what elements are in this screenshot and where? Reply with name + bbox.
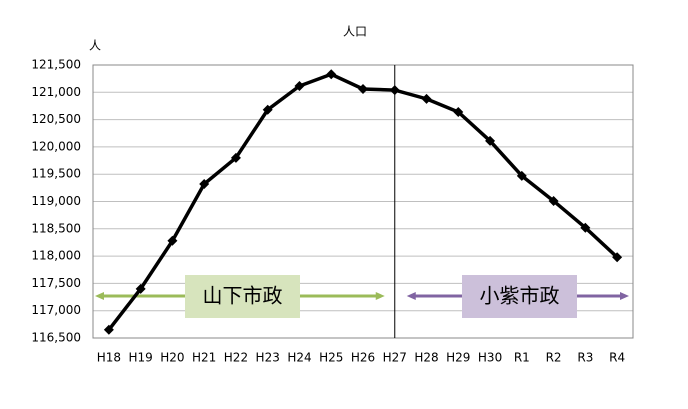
- x-tick-label: H29: [446, 351, 470, 365]
- marker: [199, 179, 210, 190]
- marker: [516, 170, 527, 181]
- marker: [580, 222, 591, 233]
- y-tick-label: 121,500: [31, 58, 81, 72]
- arrow-head: [406, 292, 416, 300]
- y-tick-label: 119,000: [31, 194, 81, 208]
- marker: [103, 324, 114, 335]
- arrow-head: [375, 292, 385, 300]
- marker: [485, 135, 496, 146]
- y-tick-label: 116,500: [31, 331, 81, 345]
- chart-title: 人口: [343, 25, 367, 39]
- marker: [548, 195, 559, 206]
- marker: [135, 283, 146, 294]
- x-tick-label: H23: [256, 351, 280, 365]
- x-tick-label: H27: [383, 351, 407, 365]
- marker: [326, 69, 337, 80]
- x-tick-label: R2: [546, 351, 562, 365]
- x-tick-label: H25: [319, 351, 343, 365]
- annotation-box: [185, 275, 300, 318]
- marker: [167, 235, 178, 246]
- y-axis-label: 人: [89, 39, 101, 53]
- x-tick-label: H26: [351, 351, 375, 365]
- annotation-text: 小紫市政: [480, 284, 560, 308]
- marker: [230, 152, 241, 163]
- marker: [453, 106, 464, 117]
- arrow-head: [95, 292, 104, 300]
- annotation-box: [462, 275, 577, 318]
- x-tick-label: H20: [160, 351, 184, 365]
- y-tick-label: 121,000: [31, 85, 81, 99]
- arrow-head: [620, 292, 629, 300]
- x-tick-label: H30: [478, 351, 502, 365]
- x-tick-label: R1: [514, 351, 530, 365]
- marker: [358, 84, 368, 95]
- y-tick-label: 120,500: [31, 112, 81, 126]
- y-tick-label: 119,500: [31, 167, 81, 181]
- x-tick-label: H18: [97, 351, 121, 365]
- marker: [612, 252, 623, 263]
- y-tick-label: 117,500: [31, 276, 81, 290]
- x-tick-label: H21: [192, 351, 216, 365]
- x-tick-label: H28: [414, 351, 438, 365]
- marker: [262, 104, 273, 115]
- plot-border: [92, 64, 634, 339]
- x-tick-label: H24: [287, 351, 311, 365]
- x-tick-label: H22: [224, 351, 248, 365]
- x-tick-label: H19: [128, 351, 152, 365]
- marker: [421, 93, 432, 104]
- marker: [389, 85, 400, 96]
- y-tick-label: 120,000: [31, 139, 81, 153]
- y-tick-label: 117,000: [31, 303, 81, 317]
- y-tick-label: 118,500: [31, 221, 81, 235]
- marker: [294, 81, 305, 92]
- x-tick-label: R4: [609, 351, 625, 365]
- y-tick-label: 118,000: [31, 249, 81, 263]
- annotation-text: 山下市政: [203, 284, 283, 308]
- x-tick-label: R3: [577, 351, 593, 365]
